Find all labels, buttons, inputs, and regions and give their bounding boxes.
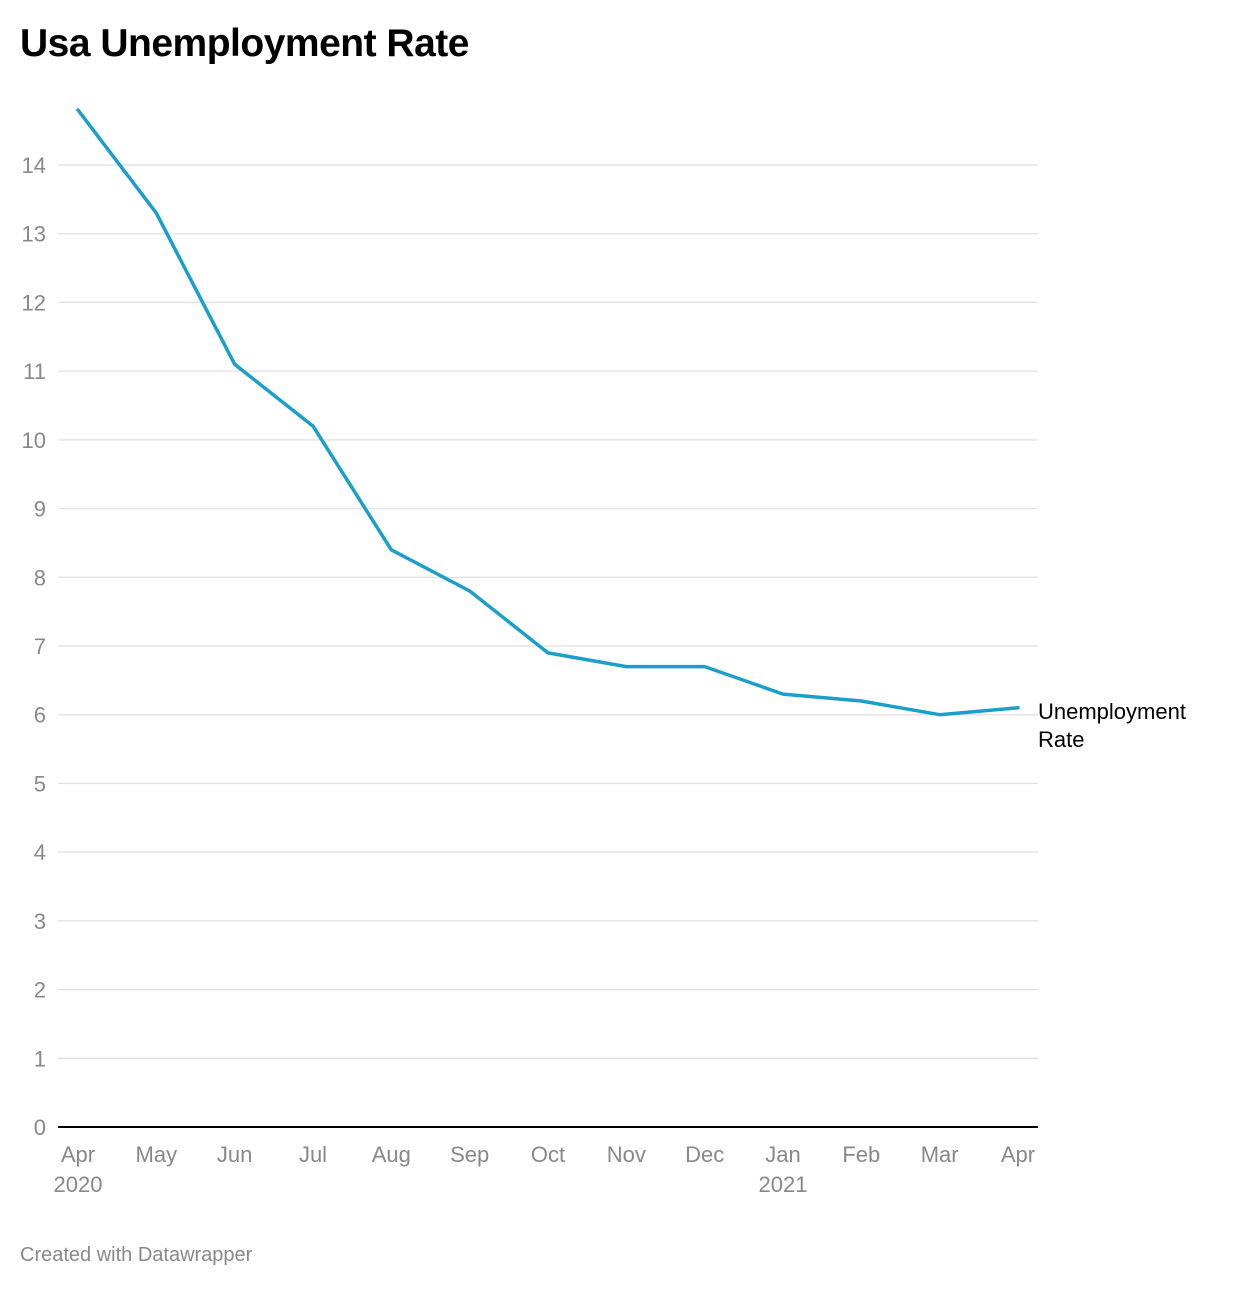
series-end-label-line-2: Rate	[1038, 727, 1084, 752]
x-tick-label-0: Apr	[61, 1142, 95, 1167]
series-end-label: Unemployment Rate	[1038, 699, 1192, 752]
x-tick-label-9: Jan	[765, 1142, 800, 1167]
series-layer	[76, 108, 1020, 717]
series-line-0	[76, 108, 1020, 717]
y-tick-label-9: 9	[34, 497, 46, 522]
y-tick-label-10: 10	[22, 428, 46, 453]
y-tick-label-11: 11	[23, 359, 46, 384]
y-tick-label-13: 13	[22, 222, 46, 247]
x-tick-label-3: Jul	[299, 1142, 327, 1167]
x-tick-label-10: Feb	[842, 1142, 880, 1167]
credit-footer: Created with Datawrapper	[20, 1244, 253, 1266]
y-tick-label-12: 12	[22, 290, 46, 315]
y-tick-label-1: 1	[34, 1046, 46, 1071]
chart-title: Usa Unemployment Rate	[20, 22, 469, 65]
x-tick-year-0: 2020	[54, 1172, 103, 1197]
x-tick-label-12: Apr	[1001, 1142, 1035, 1167]
x-tick-label-11: Mar	[921, 1142, 959, 1167]
x-tick-label-6: Oct	[531, 1142, 565, 1167]
x-tick-label-5: Sep	[450, 1142, 489, 1167]
y-tick-label-14: 14	[22, 153, 46, 178]
y-tick-label-3: 3	[34, 909, 46, 934]
y-tick-label-5: 5	[34, 771, 46, 796]
series-end-label-line-1: Unemployment	[1038, 699, 1186, 724]
y-tick-label-4: 4	[34, 840, 46, 865]
y-tick-label-8: 8	[34, 565, 46, 590]
y-tick-label-6: 6	[34, 703, 46, 728]
x-tick-year-9: 2021	[759, 1172, 808, 1197]
x-axis-tick-labels: Apr 2020 May Jun Jul Aug Sep Oct Nov Dec Jan 2021 Fe…	[54, 1142, 1036, 1197]
x-tick-label-2: Jun	[217, 1142, 252, 1167]
x-tick-label-4: Aug	[372, 1142, 411, 1167]
x-tick-label-8: Dec	[685, 1142, 724, 1167]
gridlines	[58, 164, 1038, 1060]
x-tick-label-1: May	[136, 1142, 178, 1167]
x-tick-label-7: Nov	[607, 1142, 646, 1167]
y-tick-label-7: 7	[34, 634, 46, 659]
y-tick-label-0: 0	[34, 1115, 46, 1140]
y-tick-label-2: 2	[34, 978, 46, 1003]
